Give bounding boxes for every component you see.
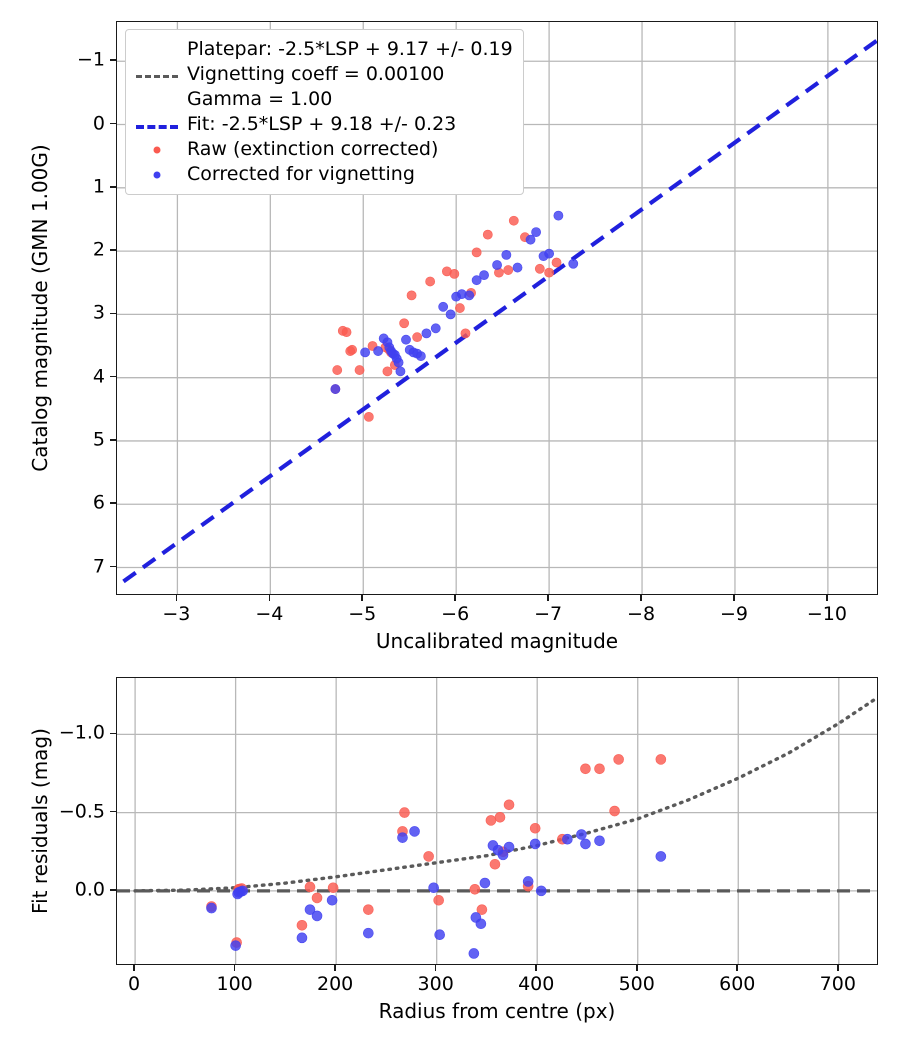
y-tick-mark <box>110 502 116 505</box>
x-tick-label: 0 <box>128 973 141 995</box>
legend-label: Raw (extinction corrected) <box>187 138 439 161</box>
y-tick-mark <box>110 249 116 251</box>
x-tick-label: 100 <box>216 973 253 995</box>
dashed-line-icon <box>136 74 178 78</box>
x-tick-mark <box>268 595 271 601</box>
x-tick-label: 300 <box>417 973 454 995</box>
x-tick-label: −6 <box>441 603 470 625</box>
x-tick-label: −5 <box>348 603 377 625</box>
y-tick-mark <box>110 439 116 441</box>
legend-dashed-blue-line-icon <box>136 114 178 136</box>
y-tick-label: −1 <box>76 48 105 71</box>
x-tick-mark <box>434 965 437 971</box>
x-tick-label: −9 <box>719 603 748 625</box>
legend-label: Gamma = 1.00 <box>187 88 333 111</box>
x-tick-label: 700 <box>819 973 856 995</box>
x-tick-mark <box>133 965 135 971</box>
x-tick-mark <box>733 595 735 601</box>
y-axis-label: Fit residuals (mag) <box>28 728 52 914</box>
legend-entry: Corrected for vignetting <box>136 162 513 187</box>
x-tick-mark <box>635 965 638 971</box>
plot-legend: Platepar: -2.5*LSP + 9.17 +/- 0.19 Vignet… <box>125 29 524 195</box>
y-tick-label: −0.5 <box>58 800 105 823</box>
y-tick-label: 3 <box>92 301 105 324</box>
y-tick-label: 6 <box>92 491 105 514</box>
y-tick-label: 0 <box>92 112 105 135</box>
legend-label: Corrected for vignetting <box>187 163 415 186</box>
x-axis-label: Uncalibrated magnitude <box>375 629 619 653</box>
x-tick-mark <box>640 595 642 601</box>
legend-entry: Raw (extinction corrected) <box>136 137 513 162</box>
legend-label: Platepar: -2.5*LSP + 9.17 +/- 0.19 <box>187 38 513 61</box>
legend-blue-marker-icon <box>136 164 178 186</box>
x-tick-label: −4 <box>255 603 284 625</box>
x-tick-label: 400 <box>518 973 555 995</box>
y-tick-mark <box>110 122 116 125</box>
legend-empty-key <box>136 39 178 61</box>
y-tick-label: 7 <box>92 555 105 578</box>
legend-dashed-gray-line-icon <box>136 64 178 86</box>
x-tick-label: −10 <box>806 603 847 625</box>
x-tick-mark <box>836 965 839 971</box>
x-tick-mark <box>361 595 364 601</box>
legend-label: Fit: -2.5*LSP + 9.18 +/- 0.23 <box>187 113 457 136</box>
y-tick-mark <box>110 59 116 62</box>
y-tick-mark <box>110 312 116 315</box>
legend-entry: Platepar: -2.5*LSP + 9.17 +/- 0.19 <box>136 37 513 62</box>
y-tick-label: 2 <box>92 238 105 261</box>
y-tick-mark <box>110 565 116 568</box>
x-tick-label: 500 <box>618 973 655 995</box>
x-tick-label: 600 <box>719 973 756 995</box>
x-tick-mark <box>334 965 336 971</box>
y-axis-label: Catalog magnitude (GMN 1.00G) <box>28 144 52 472</box>
y-tick-mark <box>110 889 116 891</box>
y-tick-label: 4 <box>92 365 105 388</box>
legend-label: Vignetting coeff = 0.00100 <box>187 63 445 86</box>
y-tick-mark <box>110 732 116 735</box>
y-tick-mark <box>110 810 116 813</box>
legend-entry: Vignetting coeff = 0.00100 <box>136 62 513 87</box>
x-tick-mark <box>175 595 178 601</box>
y-tick-label: 5 <box>92 428 105 451</box>
legend-entry: Fit: -2.5*LSP + 9.18 +/- 0.23 <box>136 112 513 137</box>
x-tick-mark <box>547 595 549 601</box>
x-tick-mark <box>826 595 828 601</box>
x-tick-label: −8 <box>627 603 656 625</box>
x-tick-mark <box>736 965 739 971</box>
x-tick-label: −7 <box>534 603 563 625</box>
circle-marker-icon <box>153 171 161 178</box>
y-tick-mark <box>110 186 116 188</box>
x-tick-label: 200 <box>317 973 354 995</box>
fit-residuals-plot <box>116 677 878 965</box>
y-tick-label: 0.0 <box>74 878 105 901</box>
circle-marker-icon <box>153 146 161 153</box>
legend-red-marker-icon <box>136 139 178 161</box>
y-tick-label: 1 <box>92 175 105 198</box>
x-tick-mark <box>454 595 456 601</box>
y-tick-label: −1.0 <box>58 721 105 744</box>
residuals-plot-svg <box>117 678 877 964</box>
x-tick-mark <box>535 965 537 971</box>
plot-clip-bottom <box>117 678 877 964</box>
legend-empty-key <box>136 89 178 111</box>
y-tick-mark <box>110 375 116 378</box>
dashed-line-icon <box>136 124 178 129</box>
legend-entry: Gamma = 1.00 <box>136 87 513 112</box>
x-axis-label: Radius from centre (px) <box>378 999 616 1023</box>
x-tick-label: −3 <box>162 603 191 625</box>
x-tick-mark <box>233 965 236 971</box>
